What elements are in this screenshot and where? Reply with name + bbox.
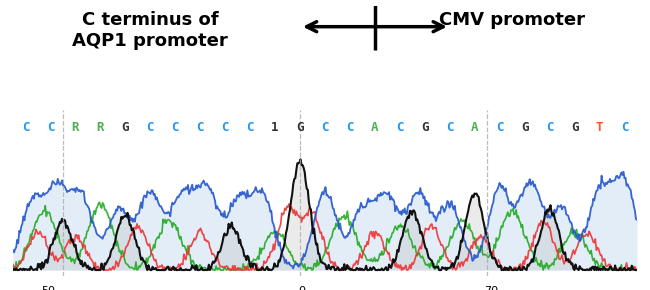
Text: C: C xyxy=(621,121,629,134)
Text: R: R xyxy=(97,121,104,134)
Text: C: C xyxy=(47,121,54,134)
Text: 1: 1 xyxy=(271,121,279,134)
Text: G: G xyxy=(421,121,428,134)
Text: C: C xyxy=(172,121,179,134)
Text: C: C xyxy=(346,121,354,134)
Text: C: C xyxy=(21,121,29,134)
Text: C: C xyxy=(446,121,454,134)
Text: C: C xyxy=(196,121,204,134)
Text: C: C xyxy=(396,121,404,134)
Text: C: C xyxy=(546,121,553,134)
Text: 0: 0 xyxy=(298,286,305,290)
Text: R: R xyxy=(72,121,79,134)
Text: C: C xyxy=(246,121,254,134)
Text: C: C xyxy=(146,121,154,134)
Text: C: C xyxy=(496,121,504,134)
Text: G: G xyxy=(521,121,528,134)
Text: A: A xyxy=(471,121,478,134)
Text: 70: 70 xyxy=(484,286,499,290)
Text: G: G xyxy=(296,121,304,134)
Text: T: T xyxy=(596,121,603,134)
Text: C: C xyxy=(321,121,329,134)
Text: 50: 50 xyxy=(41,286,55,290)
Text: C: C xyxy=(222,121,229,134)
Text: A: A xyxy=(371,121,379,134)
Text: G: G xyxy=(571,121,578,134)
Text: G: G xyxy=(122,121,129,134)
Text: C terminus of
AQP1 promoter: C terminus of AQP1 promoter xyxy=(72,11,228,50)
Text: CMV promoter: CMV promoter xyxy=(439,11,585,29)
